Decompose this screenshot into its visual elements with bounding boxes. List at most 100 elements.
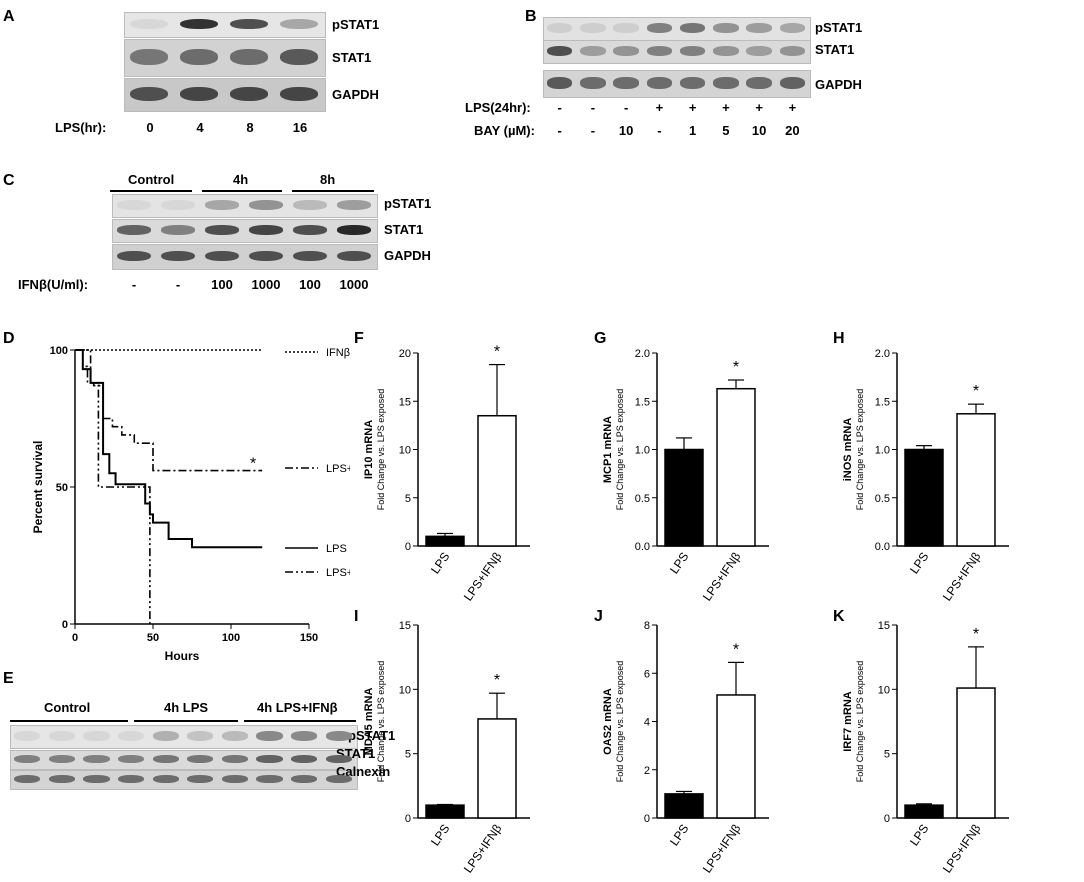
bar-y-sublabel: Fold Change vs. LPS exposed: [855, 389, 865, 511]
blot-e-pstat1-band: [187, 731, 214, 741]
bar-y-tick-label: 10: [399, 445, 411, 457]
panel-label-h: H: [833, 330, 845, 347]
survival-x-tick-label: 150: [300, 632, 318, 644]
blot-a-label-stat1: STAT1: [332, 50, 372, 65]
blot-b-pstat1-band: [779, 23, 805, 33]
blot-b-lps-tick-7: +: [788, 100, 797, 115]
blot-c-pstat1-band: [117, 200, 151, 210]
bar-y-tick-label: 20: [399, 348, 411, 360]
blot-b-gapdh-band: [713, 77, 739, 89]
blot-a-lane-0: 0: [146, 120, 154, 135]
blot-b-lps-tick-4: +: [688, 100, 697, 115]
blot-e-pstat1-band: [83, 731, 110, 741]
survival-y-tick-label: 50: [56, 482, 68, 494]
bar-category-label-1: LPS+IFNβ: [700, 822, 744, 876]
bar-y-tick-label: 0: [884, 813, 890, 825]
bar-0: [904, 448, 944, 547]
blot-b-lps-tick-0: -: [557, 100, 562, 115]
blot-b-gapdh-band: [546, 77, 573, 89]
blot-b-bay-tick-4: 1: [689, 123, 697, 138]
bar-y-tick-label: 0.5: [875, 493, 890, 505]
blot-e-group-line-control: [10, 720, 128, 722]
survival-series-1: [75, 349, 263, 472]
blot-b-stat1-band: [546, 46, 573, 56]
bar-y-label: IP10 mRNA: [363, 420, 375, 479]
blot-a-pstat1-band: [130, 18, 168, 30]
bar-y-tick-label: 0.5: [635, 493, 650, 505]
blot-a-label-gapdh: GAPDH: [332, 87, 379, 102]
blot-e-pstat1-band: [14, 731, 41, 741]
blot-e-stat1-band: [221, 755, 249, 763]
panel-label-f: F: [354, 330, 364, 347]
bar-0: [904, 804, 944, 819]
blot-a-lane-title: LPS(hr):: [55, 120, 107, 135]
bar-1: [956, 413, 996, 547]
survival-significance-star: *: [250, 456, 256, 473]
bar-category-label-1: LPS+IFNβ: [940, 550, 984, 604]
blot-c-group-line-control: [110, 190, 192, 192]
blot-b-stat1-band: [779, 46, 805, 56]
blot-e-group-line-lps-ifnb: [244, 720, 356, 722]
blot-a-gapdh-band: [130, 86, 168, 102]
bar-chart-g: 0.0 0.5 1.0 1.5 2.0 MCP1 mRNA Fold Change vs. …: [602, 348, 769, 604]
blot-e-group-lps: 4h LPS: [164, 700, 209, 715]
blot-e-calnexin-band: [83, 775, 110, 783]
blot-a-stat1-band: [180, 49, 218, 65]
blot-b-lps-tick-1: -: [590, 100, 596, 115]
blot-c-pstat1-band: [249, 200, 283, 210]
blot-e-calnexin-band: [48, 775, 76, 783]
blot-a-pstat1-band: [280, 18, 318, 30]
blot-b-bay-tick-5: 5: [722, 123, 730, 138]
blot-a-gapdh-band: [230, 86, 268, 102]
survival-legend-label-1: LPS+IFNβ 100: [326, 463, 350, 475]
blot-b-pstat1-band: [713, 23, 739, 33]
bar-chart-j: 0 2 4 6 8 OAS2 mRNA Fold Change vs. LPS expose…: [602, 620, 769, 876]
panel-label-i: I: [354, 608, 359, 625]
bar-category-label-0: LPS: [428, 822, 452, 849]
blot-e-calnexin-band: [14, 775, 41, 783]
blot-b-pstat1-band: [646, 23, 672, 33]
blot-c-lane-tick-1: -: [175, 277, 181, 292]
blot-c-gapdh-band: [293, 250, 327, 262]
bar-y-tick-label: 1.0: [635, 445, 650, 457]
bar-y-tick-label: 5: [405, 493, 411, 505]
blot-c-gapdh-band: [337, 250, 371, 262]
bar-y-tick-label: 5: [884, 749, 890, 761]
blot-c-label-pstat1: pSTAT1: [384, 196, 432, 211]
panel-label-d: D: [3, 330, 15, 347]
blot-a-lane-1: 4: [196, 120, 204, 135]
blot-b-label-gapdh: GAPDH: [815, 77, 862, 92]
blot-e-pstat1-band: [117, 731, 145, 741]
blot-b-bay-tick-7: 20: [785, 123, 800, 138]
blot-c-gapdh-band: [161, 250, 195, 262]
survival-y-tick-label: 100: [50, 345, 68, 357]
blot-e-stat1-band: [256, 755, 283, 763]
bar-y-tick-label: 10: [399, 684, 411, 696]
blot-b-stat1-band: [646, 46, 672, 56]
blot-b-pstat1-band: [613, 23, 639, 33]
blot-b-gapdh-band: [679, 77, 706, 89]
bar-1: [716, 387, 756, 547]
bar-y-tick-label: 2.0: [635, 348, 650, 360]
blot-c-row-gapdh: [112, 244, 378, 270]
panel-label-e: E: [3, 670, 14, 687]
blot-c-row-pstat1: [112, 194, 378, 218]
blot-b-label-pstat1: pSTAT1: [815, 20, 863, 35]
blot-a-stat1-band: [130, 49, 168, 65]
blot-e-stat1-band: [117, 755, 145, 763]
blot-e-calnexin-band: [221, 775, 249, 783]
bar-y-tick-label: 0: [405, 541, 411, 553]
bar-y-sublabel: Fold Change vs. LPS exposed: [855, 661, 865, 783]
survival-chart: 0 50 100 150 0 50 100 Hours Percent survival IFNβ…: [31, 345, 350, 663]
bar-category-label-0: LPS: [667, 550, 691, 577]
bar-y-sublabel: Fold Change vs. LPS exposed: [615, 389, 625, 511]
blot-a-gapdh-band: [180, 86, 218, 102]
blot-e-pstat1-band: [256, 731, 283, 741]
blot-b-stat1-band: [746, 46, 772, 56]
bar-category-label-1: LPS+IFNβ: [461, 822, 505, 876]
blot-e-calnexin-band: [256, 775, 283, 783]
bar-category-label-1: LPS+IFNβ: [940, 822, 984, 876]
blot-c-gapdh-band: [249, 250, 283, 262]
blot-c-stat1-band: [205, 225, 239, 235]
blot-c-stat1-band: [161, 225, 195, 235]
